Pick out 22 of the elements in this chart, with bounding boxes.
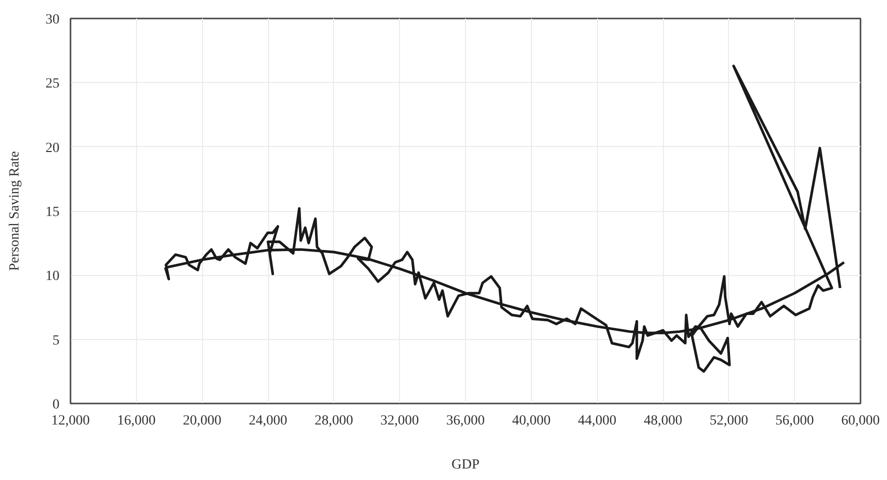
x-tick-label: 28,000 (314, 414, 354, 428)
y-tick-label: 20 (46, 140, 60, 156)
x-tick-label: 16,000 (117, 414, 156, 428)
y-tick-label: 5 (52, 333, 60, 348)
y-tick-label: 0 (52, 398, 60, 412)
x-tick-label: 40,000 (512, 414, 551, 428)
x-tick-label: 32,000 (380, 414, 419, 428)
x-tick-label: 36,000 (446, 414, 485, 428)
x-tick-label: 12,000 (51, 414, 90, 428)
x-axis-title: GDP (451, 458, 480, 472)
y-tick-label: 30 (46, 12, 60, 28)
y-tick-label: 15 (46, 205, 60, 220)
x-tick-label: 48,000 (644, 414, 682, 428)
x-tick-label: 20,000 (182, 414, 222, 428)
x-tick-label: 24,000 (248, 414, 288, 428)
y-tick-label: 25 (46, 76, 60, 92)
x-tick-label: 52,000 (710, 414, 748, 428)
x-tick-label: 56,000 (775, 414, 814, 428)
y-axis-title: Personal Saving Rate (8, 151, 22, 271)
x-tick-label: 44,000 (578, 414, 616, 428)
y-tick-label: 10 (46, 269, 60, 284)
x-tick-label: 60,000 (841, 414, 880, 428)
